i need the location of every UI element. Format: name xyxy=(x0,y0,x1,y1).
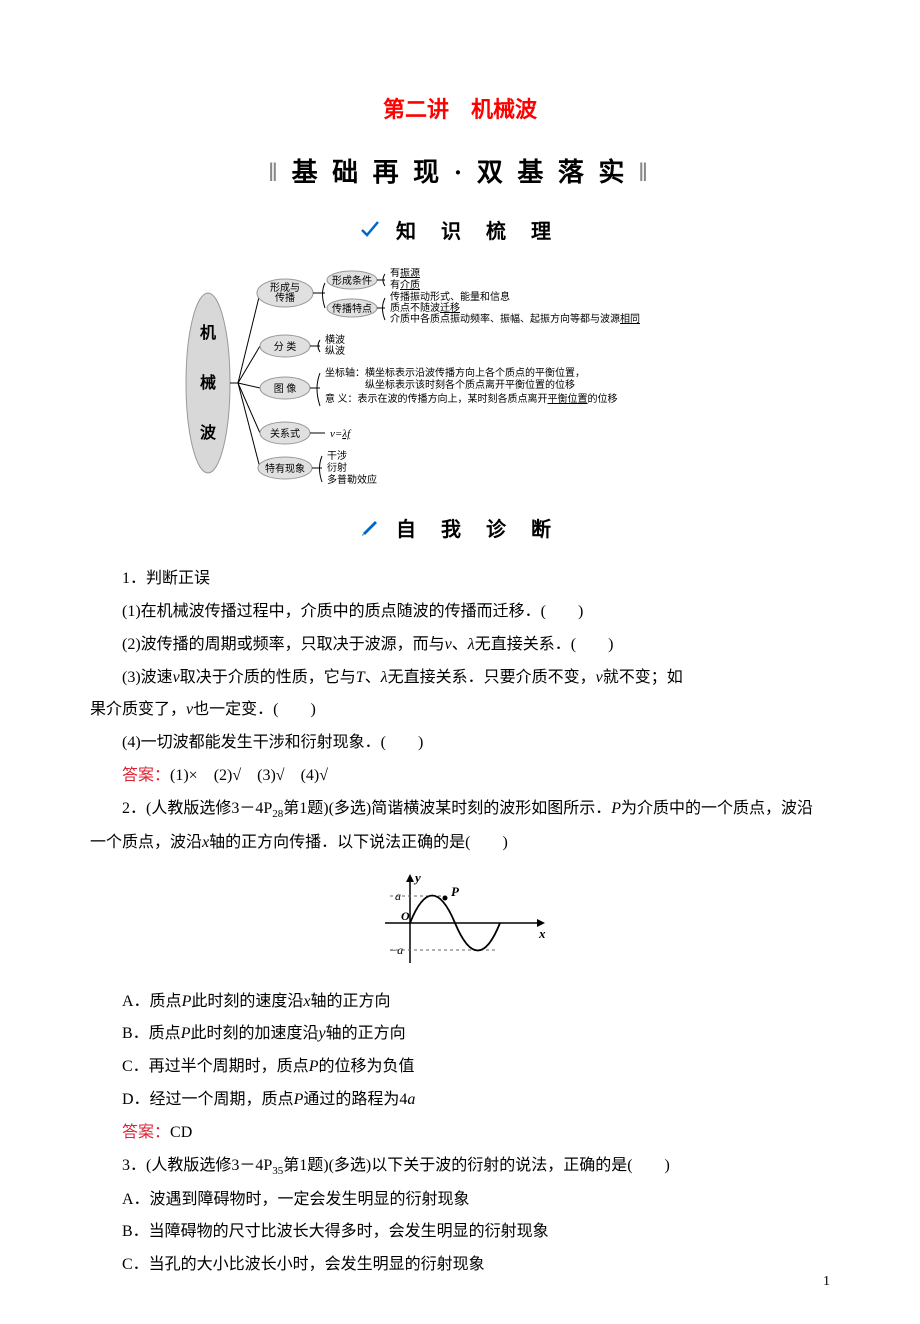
svg-text:有介质: 有介质 xyxy=(390,278,420,291)
svg-text:干涉: 干涉 xyxy=(327,449,347,462)
page-number: 1 xyxy=(823,1269,830,1294)
q3-stem: 3．(人教版选修3－4P35第1题)(多选)以下关于波的衍射的说法，正确的是( … xyxy=(90,1152,830,1182)
q2-wave-graph: y x O a −a P xyxy=(90,868,830,978)
q2-stem-a: 2．(人教版选修3－4P xyxy=(122,800,272,817)
svg-text:纵坐标表示该时刻各个质点离开平衡位置的位移: 纵坐标表示该时刻各个质点离开平衡位置的位移 xyxy=(325,378,575,391)
q2-option: D．经过一个周期，质点P通过的路程为4a xyxy=(90,1086,830,1115)
q3-stem-a: 3．(人教版选修3－4P xyxy=(122,1157,272,1174)
svg-text:械: 械 xyxy=(200,373,216,392)
svg-text:y: y xyxy=(413,870,421,885)
svg-text:纵波: 纵波 xyxy=(325,344,345,357)
answer-label: 答案： xyxy=(122,767,170,784)
svg-text:多普勒效应: 多普勒效应 xyxy=(327,473,377,486)
svg-text:传播振动形式、能量和信息: 传播振动形式、能量和信息 xyxy=(390,290,510,303)
svg-text:机: 机 xyxy=(200,323,216,342)
svg-text:质点不随波迁移: 质点不随波迁移 xyxy=(390,301,460,314)
q2-stem: 2．(人教版选修3－4P28第1题)(多选)简谐横波某时刻的波形如图所示．P为介… xyxy=(90,795,830,825)
check-icon xyxy=(359,216,381,252)
q2-stem-cont: 一个质点，波沿x轴的正方向传播．以下说法正确的是( ) xyxy=(90,829,830,858)
answer-text: (1)× (2)√ (3)√ (4)√ xyxy=(170,767,328,784)
svg-text:衍射: 衍射 xyxy=(327,461,347,474)
svg-text:图 像: 图 像 xyxy=(274,383,297,395)
q1-item: (1)在机械波传播过程中，介质中的质点随波的传播而迁移．( ) xyxy=(90,598,830,627)
answer-text: CD xyxy=(170,1124,192,1141)
sub-banner-label: 自 我 诊 断 xyxy=(396,519,561,541)
q2-option: A．质点P此时刻的速度沿x轴的正方向 xyxy=(90,988,830,1017)
q2-point-p: P xyxy=(611,800,621,817)
q2-stem-d: 为介质中的一个质点，波沿 xyxy=(621,800,813,817)
q2-option: B．质点P此时刻的加速度沿y轴的正方向 xyxy=(90,1020,830,1049)
svg-text:形成条件: 形成条件 xyxy=(332,274,372,287)
svg-text:O: O xyxy=(401,909,410,923)
svg-text:波: 波 xyxy=(200,423,217,442)
answer-label: 答案： xyxy=(122,1124,170,1141)
q3-stem-b: 第1题)(多选)以下关于波的衍射的说法，正确的是( ) xyxy=(283,1157,670,1174)
svg-text:传播特点: 传播特点 xyxy=(332,302,372,315)
svg-text:介质中各质点振动频率、振幅、起振方向等都与波源相同: 介质中各质点振动频率、振幅、起振方向等都与波源相同 xyxy=(390,312,640,325)
q1-item-cont: 果介质变了，v也一定变．( ) xyxy=(90,696,830,725)
svg-text:v=λf: v=λf xyxy=(330,428,352,440)
svg-text:分 类: 分 类 xyxy=(274,340,297,353)
svg-text:x: x xyxy=(538,926,546,941)
sub-banner-label: 知 识 梳 理 xyxy=(396,221,561,243)
sub-banner-knowledge: 知 识 梳 理 xyxy=(90,214,830,251)
q1-stem: 1．判断正误 xyxy=(90,565,830,594)
q2-stem-sub: 28 xyxy=(272,808,283,820)
knowledge-tree-diagram: 机 械 波 形成与 传播 形成条件 有振源 有介质 传播特点 传播振动形式、能量… xyxy=(90,268,830,498)
q1-answer: 答案：(1)× (2)√ (3)√ (4)√ xyxy=(90,762,830,791)
pen-icon xyxy=(359,513,381,549)
svg-text:特有现象: 特有现象 xyxy=(265,462,305,475)
svg-text:a: a xyxy=(395,889,401,903)
svg-text:坐标轴：横坐标表示沿波传播方向上各个质点的平衡位置，: 坐标轴：横坐标表示沿波传播方向上各个质点的平衡位置， xyxy=(325,366,585,379)
section-banner-fundamentals: ‖ 基 础 再 现 · 双 基 落 实 ‖ xyxy=(90,150,830,197)
q2-stem-f: 轴的正方向传播．以下说法正确的是( ) xyxy=(209,834,508,851)
lesson-title: 第二讲 机械波 xyxy=(90,90,830,130)
svg-text:传播: 传播 xyxy=(275,291,295,304)
q2-option: C．再过半个周期时，质点P的位移为负值 xyxy=(90,1053,830,1082)
q3-option: B．当障碍物的尺寸比波长大得多时，会发生明显的衍射现象 xyxy=(90,1218,830,1247)
svg-text:有振源: 有振源 xyxy=(390,268,420,279)
q1-item: (3)波速v取决于介质的性质，它与T、λ无直接关系．只要介质不变，v就不变；如 xyxy=(90,664,830,693)
q3-stem-sub: 35 xyxy=(272,1165,283,1177)
svg-text:P: P xyxy=(451,884,460,899)
q3-option: C．当孔的大小比波长小时，会发生明显的衍射现象 xyxy=(90,1251,830,1280)
q3-option: A．波遇到障碍物时，一定会发生明显的衍射现象 xyxy=(90,1186,830,1215)
q1-item: (2)波传播的周期或频率，只取决于波源，而与v、λ无直接关系．( ) xyxy=(90,631,830,660)
svg-text:横波: 横波 xyxy=(325,333,345,346)
q2-stem-b: 第1题)(多选)简谐横波某时刻的波形如图所示． xyxy=(283,800,611,817)
q1-item: (4)一切波都能发生干涉和衍射现象．( ) xyxy=(90,729,830,758)
banner-text: 基 础 再 现 · 双 基 落 实 xyxy=(292,158,629,187)
q2-answer: 答案：CD xyxy=(90,1119,830,1148)
svg-text:意 义：表示在波的传播方向上，某时刻各质点离开平衡位置的位移: 意 义：表示在波的传播方向上，某时刻各质点离开平衡位置的位移 xyxy=(325,392,618,405)
svg-text:关系式: 关系式 xyxy=(270,427,300,440)
svg-text:−a: −a xyxy=(389,943,403,957)
sub-banner-selfcheck: 自 我 诊 断 xyxy=(90,512,830,549)
